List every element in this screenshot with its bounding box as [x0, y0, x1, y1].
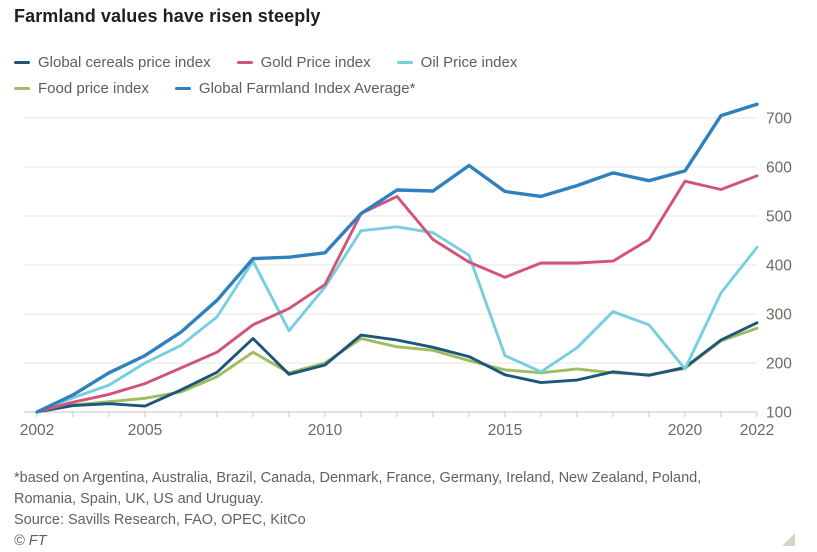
x-axis-label: 2010: [308, 422, 343, 439]
legend-item-cereals: Global cereals price index: [14, 54, 211, 71]
legend-item-farmland: Global Farmland Index Average*: [174, 80, 416, 97]
y-axis-label: 600: [766, 160, 792, 177]
legend-item-food: Food price index: [14, 80, 149, 97]
series-line-global-cereals-price-index: [35, 321, 759, 414]
ft-copyright: © FT: [14, 533, 47, 549]
series-line-oil-price-index: [35, 225, 759, 414]
y-axis-label: 100: [766, 405, 792, 422]
legend-label: Global cereals price index: [38, 54, 211, 71]
cereals-swatch-icon: [14, 60, 30, 65]
series-line-global-farmland-index-average: [35, 102, 759, 414]
y-axis-label: 700: [766, 111, 792, 128]
series-line-gold-price-index: [35, 174, 759, 414]
resize-corner-icon: [782, 533, 795, 546]
legend-label: Food price index: [38, 80, 149, 97]
x-axis-label: 2020: [668, 422, 703, 439]
x-axis-label: 2005: [128, 422, 162, 439]
legend-row-2: Food price index Global Farmland Index A…: [14, 80, 517, 97]
chart-footer: *based on Argentina, Australia, Brazil, …: [14, 468, 794, 552]
footnote-line-1: *based on Argentina, Australia, Brazil, …: [14, 470, 702, 486]
gold-swatch-icon: [236, 60, 253, 65]
legend-label: Oil Price index: [420, 54, 518, 71]
legend-item-gold: Gold Price index: [236, 54, 371, 71]
source-line: Source: Savills Research, FAO, OPEC, Kit…: [14, 512, 306, 528]
legend: Global cereals price index Gold Price in…: [14, 54, 517, 97]
legend-item-oil: Oil Price index: [396, 54, 518, 71]
chart-title: Farmland values have risen steeply: [14, 6, 321, 26]
legend-label: Gold Price index: [260, 54, 371, 71]
x-axis-label: 2015: [488, 422, 522, 439]
y-axis-label: 500: [766, 209, 792, 226]
y-axis-label: 200: [766, 356, 792, 373]
line-chart: 100 200 300 400 500 600 700 2002 2005 2010 2015 202…: [20, 102, 792, 439]
oil-swatch-icon: [396, 60, 413, 65]
y-axis-label: 400: [766, 258, 792, 275]
legend-label: Global Farmland Index Average*: [198, 80, 416, 97]
legend-row-1: Global cereals price index Gold Price in…: [14, 54, 517, 71]
farmland-swatch-icon: [174, 86, 191, 91]
x-axis-label: 2022: [740, 422, 774, 439]
x-axis-label: 2002: [20, 422, 54, 439]
y-axis-label: 300: [766, 307, 792, 324]
footnote-line-2: Romania, Spain, UK, US and Uruguay.: [14, 491, 264, 507]
food-swatch-icon: [14, 86, 30, 91]
